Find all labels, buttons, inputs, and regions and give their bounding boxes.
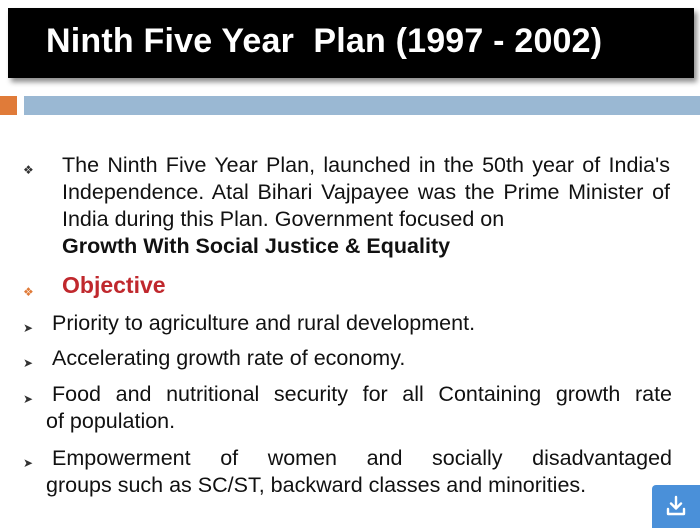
diamond-bullet-icon: ❖	[23, 163, 34, 177]
accent-square	[0, 96, 17, 115]
download-icon	[666, 495, 686, 516]
slide-title: Ninth Five Year Plan (1997 - 2002)	[46, 22, 603, 60]
download-button[interactable]	[652, 485, 700, 528]
arrowhead-bullet-icon: ➤	[23, 356, 34, 370]
list-item: Priority to agriculture and rural develo…	[52, 311, 476, 335]
arrowhead-bullet-icon: ➤	[23, 392, 34, 406]
objective-heading: Objective	[62, 272, 166, 298]
list-item: Food and nutritional security for all Co…	[46, 381, 672, 435]
intro-bold-text: Growth With Social Justice & Equality	[62, 234, 451, 258]
list-item: Accelerating growth rate of economy.	[52, 346, 406, 370]
arrowhead-bullet-icon: ➤	[23, 321, 34, 335]
intro-text: The Ninth Five Year Plan, launched in th…	[62, 153, 670, 231]
list-item-line: of population.	[46, 409, 176, 433]
list-item-line: groups such as SC/ST, backward classes a…	[46, 473, 587, 497]
list-item-line: Empowerment of women and socially disadv…	[52, 446, 672, 470]
accent-band	[24, 96, 700, 115]
arrowhead-bullet-icon: ➤	[23, 456, 34, 470]
intro-paragraph: The Ninth Five Year Plan, launched in th…	[62, 152, 670, 260]
list-item-line: Food and nutritional security for all Co…	[52, 382, 672, 406]
diamond-bullet-icon: ❖	[23, 285, 34, 299]
title-bar: Ninth Five Year Plan (1997 - 2002)	[8, 8, 694, 78]
list-item: Empowerment of women and socially disadv…	[46, 445, 672, 499]
